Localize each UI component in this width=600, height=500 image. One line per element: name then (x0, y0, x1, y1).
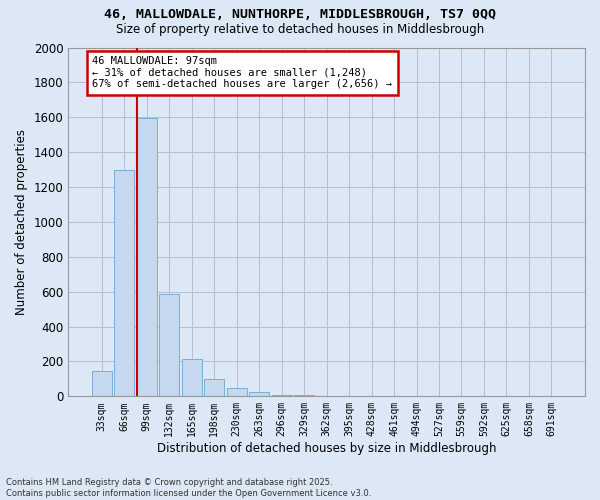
Y-axis label: Number of detached properties: Number of detached properties (15, 129, 28, 315)
Bar (92, 371, 112, 396)
Bar (182, 359, 202, 397)
Bar (114, 170, 134, 396)
Text: 46 MALLOWDALE: 97sqm
← 31% of detached houses are smaller (1,248)
67% of semi-de: 46 MALLOWDALE: 97sqm ← 31% of detached h… (92, 56, 392, 90)
Bar (249, 392, 269, 396)
Bar (272, 394, 292, 396)
Bar (227, 388, 247, 396)
Bar (204, 379, 224, 396)
Text: Contains HM Land Registry data © Crown copyright and database right 2025.
Contai: Contains HM Land Registry data © Crown c… (6, 478, 371, 498)
Text: 46, MALLOWDALE, NUNTHORPE, MIDDLESBROUGH, TS7 0QQ: 46, MALLOWDALE, NUNTHORPE, MIDDLESBROUGH… (104, 8, 496, 20)
Bar (159, 294, 179, 396)
Bar (137, 118, 157, 396)
X-axis label: Distribution of detached houses by size in Middlesbrough: Distribution of detached houses by size … (157, 442, 496, 455)
Text: Size of property relative to detached houses in Middlesbrough: Size of property relative to detached ho… (116, 22, 484, 36)
